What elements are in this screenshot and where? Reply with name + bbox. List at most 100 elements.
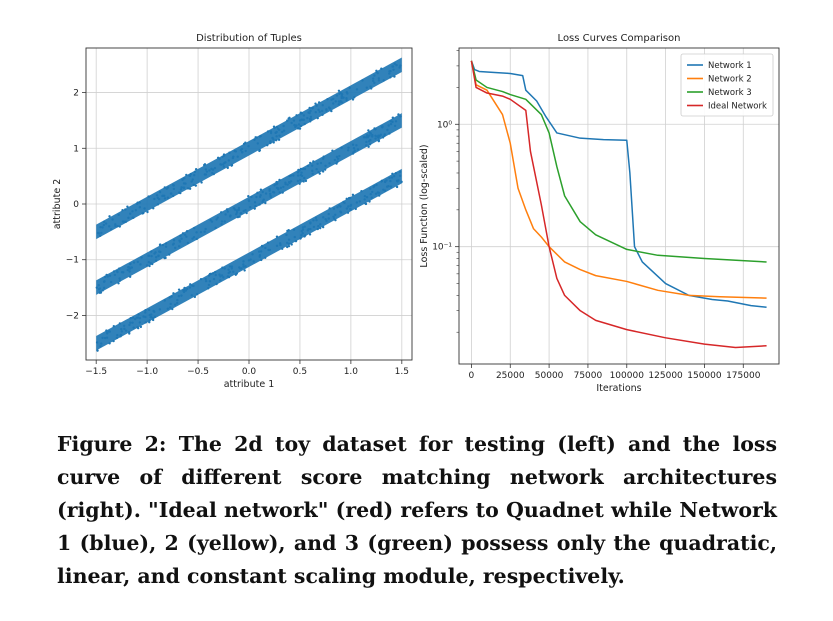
data-point bbox=[204, 279, 208, 283]
data-point bbox=[180, 294, 183, 297]
data-point bbox=[223, 220, 226, 223]
data-point bbox=[343, 201, 346, 205]
data-point bbox=[242, 260, 245, 263]
data-point bbox=[250, 195, 253, 199]
data-point bbox=[243, 269, 246, 272]
data-point bbox=[365, 140, 368, 144]
data-point bbox=[355, 88, 359, 91]
data-point bbox=[240, 212, 243, 215]
data-point bbox=[256, 191, 259, 195]
data-point bbox=[146, 210, 149, 214]
data-point bbox=[176, 301, 179, 305]
data-point bbox=[195, 231, 198, 234]
data-point bbox=[338, 204, 341, 207]
data-point bbox=[388, 132, 391, 135]
data-point bbox=[377, 77, 381, 80]
data-point bbox=[307, 228, 310, 231]
data-point bbox=[400, 180, 403, 184]
data-point bbox=[222, 276, 225, 279]
data-point bbox=[185, 287, 189, 291]
data-point bbox=[151, 316, 155, 320]
data-point bbox=[235, 209, 239, 212]
data-point bbox=[397, 113, 400, 116]
data-point bbox=[381, 136, 385, 139]
x-tick-label: 150000 bbox=[687, 371, 722, 381]
data-point bbox=[227, 275, 231, 279]
data-point bbox=[289, 180, 293, 183]
data-point bbox=[228, 151, 231, 154]
data-point bbox=[370, 196, 373, 199]
data-point bbox=[336, 160, 339, 163]
data-point bbox=[137, 313, 140, 316]
data-point bbox=[316, 116, 319, 120]
data-point bbox=[199, 277, 203, 281]
data-point bbox=[158, 190, 162, 194]
data-point bbox=[121, 208, 124, 212]
data-point bbox=[227, 268, 230, 271]
data-point bbox=[303, 167, 307, 171]
data-point bbox=[352, 150, 355, 154]
data-point bbox=[286, 183, 289, 186]
data-point bbox=[351, 143, 355, 146]
data-point bbox=[166, 196, 170, 199]
data-point bbox=[239, 267, 242, 270]
data-point bbox=[272, 141, 275, 144]
data-point bbox=[172, 292, 175, 295]
data-point bbox=[231, 156, 235, 160]
data-point bbox=[264, 192, 268, 195]
data-point bbox=[134, 209, 138, 212]
data-point bbox=[172, 183, 175, 187]
data-point bbox=[286, 119, 289, 122]
data-point bbox=[287, 238, 291, 241]
data-point bbox=[332, 207, 336, 210]
data-point bbox=[268, 192, 272, 196]
data-point bbox=[339, 91, 342, 95]
data-point bbox=[392, 175, 396, 178]
data-point bbox=[105, 329, 108, 332]
data-point bbox=[399, 64, 402, 67]
data-point bbox=[361, 79, 364, 82]
data-point bbox=[273, 184, 276, 187]
data-point bbox=[118, 277, 121, 280]
data-point bbox=[293, 235, 296, 239]
data-point bbox=[355, 201, 359, 204]
data-point bbox=[301, 167, 305, 171]
legend-label: Ideal Network bbox=[708, 102, 767, 112]
data-point bbox=[105, 336, 109, 339]
data-point bbox=[321, 170, 325, 173]
data-point bbox=[340, 101, 344, 104]
x-tick-label: −0.5 bbox=[187, 367, 209, 377]
data-point bbox=[144, 311, 147, 314]
data-point bbox=[338, 154, 341, 158]
x-tick-label: 100000 bbox=[610, 371, 645, 381]
data-point bbox=[226, 166, 229, 170]
data-point bbox=[281, 247, 284, 250]
data-point bbox=[259, 188, 263, 191]
data-point bbox=[299, 179, 302, 182]
data-point bbox=[120, 330, 124, 333]
data-point bbox=[352, 147, 356, 150]
data-point bbox=[285, 233, 288, 237]
data-point bbox=[259, 258, 263, 262]
data-point bbox=[321, 113, 324, 116]
data-point bbox=[99, 291, 103, 294]
series-line-4 bbox=[470, 60, 767, 349]
data-point bbox=[369, 132, 373, 135]
data-point bbox=[139, 263, 142, 266]
data-point bbox=[287, 242, 291, 245]
figure-panels: −1.5 −1.0 −0.5 0.0 0.5 1.0 1.5 −2 −1 0 1 2 Distribut… bbox=[52, 33, 780, 394]
data-point bbox=[193, 170, 197, 174]
data-point bbox=[309, 161, 312, 165]
data-point bbox=[377, 194, 381, 197]
data-point bbox=[131, 316, 135, 319]
data-point bbox=[169, 192, 173, 195]
data-point bbox=[298, 119, 302, 122]
data-point bbox=[399, 170, 402, 174]
data-point bbox=[129, 316, 132, 320]
data-point bbox=[337, 100, 341, 103]
data-point bbox=[309, 118, 313, 121]
data-point bbox=[126, 205, 129, 208]
data-point bbox=[241, 150, 244, 154]
data-point bbox=[164, 256, 167, 260]
data-point bbox=[386, 128, 389, 132]
